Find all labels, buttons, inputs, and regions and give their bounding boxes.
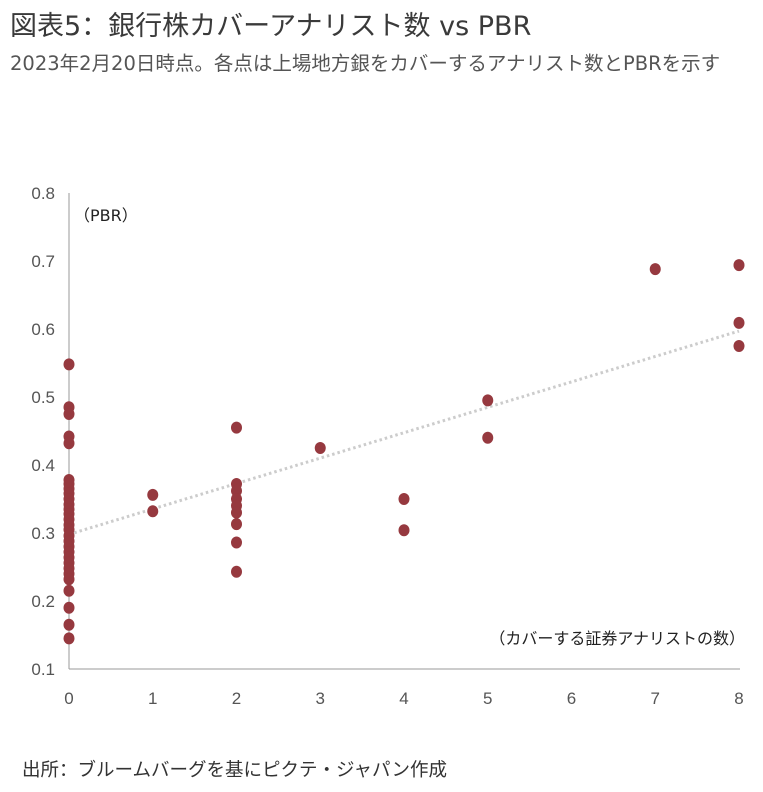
x-tick-label: 7 (651, 689, 660, 708)
y-tick-label: 0.2 (31, 592, 55, 611)
y-tick-label: 0.6 (31, 320, 55, 339)
data-point (733, 316, 745, 329)
data-point (231, 518, 242, 531)
x-tick-label: 0 (64, 689, 73, 708)
x-tick-label: 6 (567, 689, 576, 708)
x-tick-label: 3 (316, 689, 325, 708)
data-point (63, 584, 75, 597)
y-tick-labels: 0.1 0.2 0.3 0.4 0.5 0.6 0.7 0.8 (31, 184, 55, 679)
y-tick-label: 0.8 (31, 184, 55, 203)
chart-title: 図表5：銀行株カバーアナリスト数 vs PBR (10, 11, 532, 42)
x-tick-label: 4 (399, 689, 408, 708)
x-tick-label: 1 (148, 689, 157, 708)
y-tick-label: 0.3 (31, 524, 55, 543)
y-axis-label: （PBR） (74, 206, 138, 225)
data-point (231, 421, 242, 434)
x-tick-label: 2 (232, 689, 241, 708)
data-point (231, 565, 242, 578)
data-point (733, 259, 745, 272)
data-point (63, 601, 75, 614)
data-point (147, 505, 159, 518)
data-point (231, 506, 242, 519)
data-point (231, 536, 242, 549)
data-point (63, 573, 75, 586)
data-point (398, 524, 410, 537)
x-tick-labels: 0 1 2 3 4 5 6 7 8 (64, 689, 743, 708)
y-tick-label: 0.7 (31, 252, 55, 271)
y-tick-label: 0.1 (31, 660, 55, 679)
data-point (63, 632, 75, 645)
x-tick-label: 8 (734, 689, 743, 708)
data-point (733, 340, 745, 352)
y-tick-label: 0.5 (31, 388, 55, 407)
x-tick-label: 5 (483, 689, 492, 708)
data-point (398, 493, 410, 505)
x-axis-label: （カバーする証券アナリストの数） (489, 629, 745, 648)
data-point (63, 437, 75, 450)
data-points (63, 259, 745, 645)
data-point (63, 618, 75, 631)
data-point (63, 358, 75, 371)
data-point (63, 408, 75, 420)
data-point (482, 431, 494, 444)
y-tick-label: 0.4 (31, 456, 55, 475)
data-point (314, 442, 326, 454)
trend-line (68, 329, 740, 536)
data-point (482, 394, 494, 407)
data-point (147, 488, 159, 501)
data-point (649, 263, 661, 276)
source-note: 出所：ブルームバーグを基にピクテ・ジャパン作成 (22, 760, 447, 781)
chart-subtitle: 2023年2月20日時点。各点は上場地方銀をカバーするアナリスト数とPBRを示す (10, 52, 721, 75)
